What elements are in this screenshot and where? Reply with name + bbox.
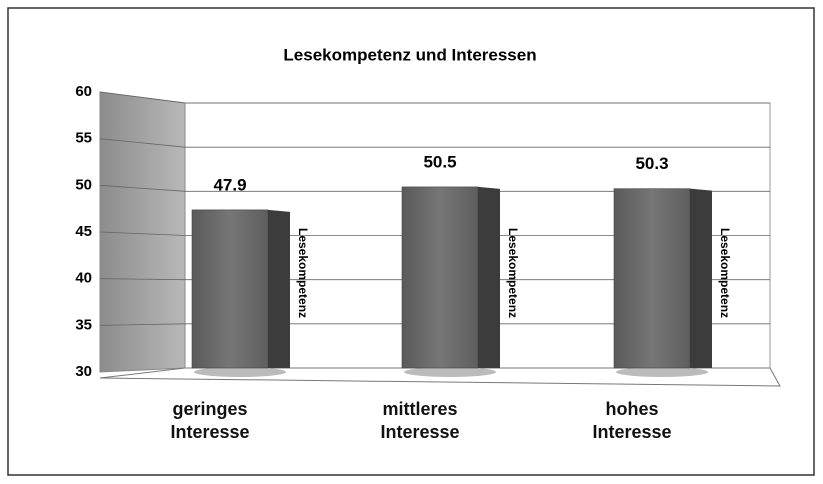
grid-line [99,138,770,148]
bar-shadow [616,367,708,377]
series-label: Lesekompetenz [718,228,732,318]
x-tick-label: geringes Interesse [170,399,250,442]
bar-shadow [194,367,286,377]
plot-area: 30 35 40 45 50 55 60 47.9 Lesekompetenz 50.5 Lesek… [75,83,781,387]
data-label: 50.3 [635,154,668,173]
grid-line [99,91,770,104]
bar [401,186,479,369]
data-label: 47.9 [213,175,246,194]
chart-title: Lesekompetenz und Interessen [283,45,536,64]
y-tick-label: 45 [75,223,92,240]
x-tick-label: hohes Interesse [592,399,672,442]
bar [613,188,691,369]
grid-line [99,231,770,236]
grid-line [99,184,770,192]
y-tick-label: 30 [75,363,92,380]
series-label: Lesekompetenz [506,228,520,318]
grid-line [99,323,770,326]
bar-side [478,186,500,368]
x-tick-label: mittleres Interesse [380,399,460,442]
bar-side [268,209,290,368]
grid-line [99,278,770,281]
series-label: Lesekompetenz [296,228,310,318]
side-wall [99,91,186,373]
bar-side [690,188,712,368]
y-tick-label: 35 [75,316,92,333]
bar [191,209,269,369]
y-tick-label: 60 [75,83,92,100]
y-tick-label: 40 [75,270,92,287]
bar-shadow [404,367,496,377]
y-tick-label: 50 [75,176,92,193]
y-tick-label: 55 [75,130,92,147]
data-label: 50.5 [423,152,456,171]
